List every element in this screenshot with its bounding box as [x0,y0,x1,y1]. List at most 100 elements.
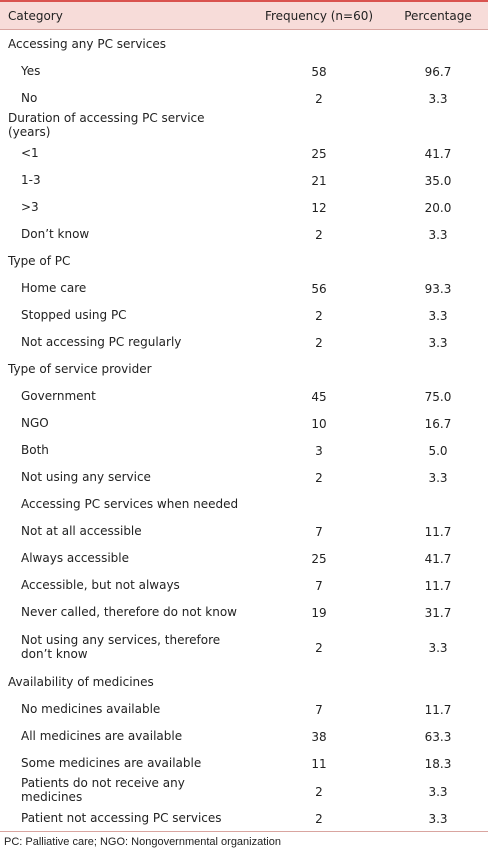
header-cell: Frequency (n=60) [250,1,388,30]
item-row: >3 12 20.0 [0,193,488,220]
percentage-cell: 75.0 [424,390,452,404]
data-table: Category Frequency (n=60) Percentage Acc… [0,0,488,832]
percentage-cell: 31.7 [424,606,452,620]
item-row: Patient not accessing PC services 2 3.3 [0,804,488,832]
item-row: Not accessing PC regularly 2 3.3 [0,328,488,355]
frequency-cell: 7 [315,703,323,717]
percentage-cell: 96.7 [424,65,452,79]
category-cell: Not accessing PC regularly [21,334,182,349]
category-cell: Yes [21,63,41,78]
category-cell: No [21,90,38,105]
percentage-cell [388,111,488,139]
header-row: Category Frequency (n=60) Percentage [0,1,488,30]
category-cell: Always accessible [21,550,129,565]
frequency-cell [250,30,388,58]
frequency-cell [250,247,388,274]
frequency-cell: 2 [315,92,323,106]
percentage-cell: 63.3 [424,730,452,744]
frequency-cell: 10 [311,417,327,431]
category-cell: Both [21,442,49,457]
item-row: Stopped using PC 2 3.3 [0,301,488,328]
item-row: Home care 56 93.3 [0,274,488,301]
percentage-cell: 3.3 [428,309,448,323]
footnote: PC: Palliative care; NGO: Nongovernmenta… [4,836,281,848]
item-row: Accessible, but not always 7 11.7 [0,571,488,598]
section-row: Type of PC [0,247,488,274]
percentage-cell: 41.7 [424,147,452,161]
frequency-cell: 7 [315,579,323,593]
section-row: Duration of accessing PC service (years) [0,111,488,139]
category-cell: NGO [21,415,49,430]
item-row: Not using any service 2 3.3 [0,463,488,490]
category-cell: Not using any service [21,469,151,484]
category-cell: Type of PC [8,253,71,268]
frequency-cell: 2 [315,641,323,655]
percentage-cell [388,247,488,274]
category-cell: Availability of medicines [8,674,154,689]
category-cell: Some medicines are available [21,755,202,770]
percentage-cell: 16.7 [424,417,452,431]
section-row: Availability of medicines [0,668,488,695]
frequency-cell: 56 [311,282,327,296]
section-row: Type of service provider [0,355,488,382]
category-cell: Never called, therefore do not know [21,604,237,619]
percentage-cell: 3.3 [428,641,448,655]
percentage-cell: 11.7 [424,525,452,539]
percentage-cell: 11.7 [424,579,452,593]
percentage-cell: 3.3 [428,92,448,106]
frequency-cell: 19 [311,606,327,620]
frequency-cell [250,668,388,695]
category-cell: Government [21,388,96,403]
item-row: Accessing PC services when needed [0,490,488,517]
header-cell: Percentage [388,1,488,30]
category-cell: Stopped using PC [21,307,127,322]
frequency-cell: 2 [315,471,323,485]
frequency-cell: 2 [315,336,323,350]
frequency-cell: 12 [311,201,327,215]
item-row: Some medicines are available 11 18.3 [0,749,488,776]
frequency-cell: 45 [311,390,327,404]
percentage-cell: 5.0 [428,444,448,458]
frequency-cell [250,490,388,517]
frequency-cell [250,111,388,139]
item-row: NGO 10 16.7 [0,409,488,436]
category-cell: Don’t know [21,226,90,241]
percentage-cell: 35.0 [424,174,452,188]
percentage-cell: 93.3 [424,282,452,296]
header-cell: Category [0,1,250,30]
percentage-cell: 11.7 [424,703,452,717]
category-cell: Accessing any PC services [8,36,166,51]
item-row: Never called, therefore do not know 19 31.… [0,598,488,625]
frequency-cell: 11 [311,757,327,771]
percentage-cell: 3.3 [428,336,448,350]
table-body: Accessing any PC services Yes 58 96.7 No 2 3.3… [0,30,488,832]
item-row: Yes 58 96.7 [0,57,488,84]
item-row: Patients do not receive any medicines 2 3.… [0,776,488,804]
percentage-cell: 3.3 [428,784,448,799]
frequency-cell: 2 [315,812,323,826]
frequency-cell: 2 [315,784,323,799]
item-row: All medicines are available 38 63.3 [0,722,488,749]
category-cell: All medicines are available [21,728,183,743]
item-row: Not using any services, therefore don’t … [0,625,488,668]
percentage-cell: 3.3 [428,812,448,826]
percentage-cell: 41.7 [424,552,452,566]
item-row: 1-3 21 35.0 [0,166,488,193]
category-cell: Not at all accessible [21,523,142,538]
percentage-cell [388,355,488,382]
frequency-cell: 3 [315,444,323,458]
item-row: No medicines available 7 11.7 [0,695,488,722]
frequency-cell: 7 [315,525,323,539]
category-cell: Duration of accessing PC service (years) [8,111,205,139]
item-row: Government 45 75.0 [0,382,488,409]
section-row: Accessing any PC services [0,30,488,58]
frequency-cell: 2 [315,309,323,323]
item-row: Don’t know 2 3.3 [0,220,488,247]
item-row: <1 25 41.7 [0,139,488,166]
frequency-cell: 21 [311,174,327,188]
item-row: Not at all accessible 7 11.7 [0,517,488,544]
percentage-cell [388,30,488,58]
category-cell: 1-3 [21,172,41,187]
frequency-cell: 38 [311,730,327,744]
